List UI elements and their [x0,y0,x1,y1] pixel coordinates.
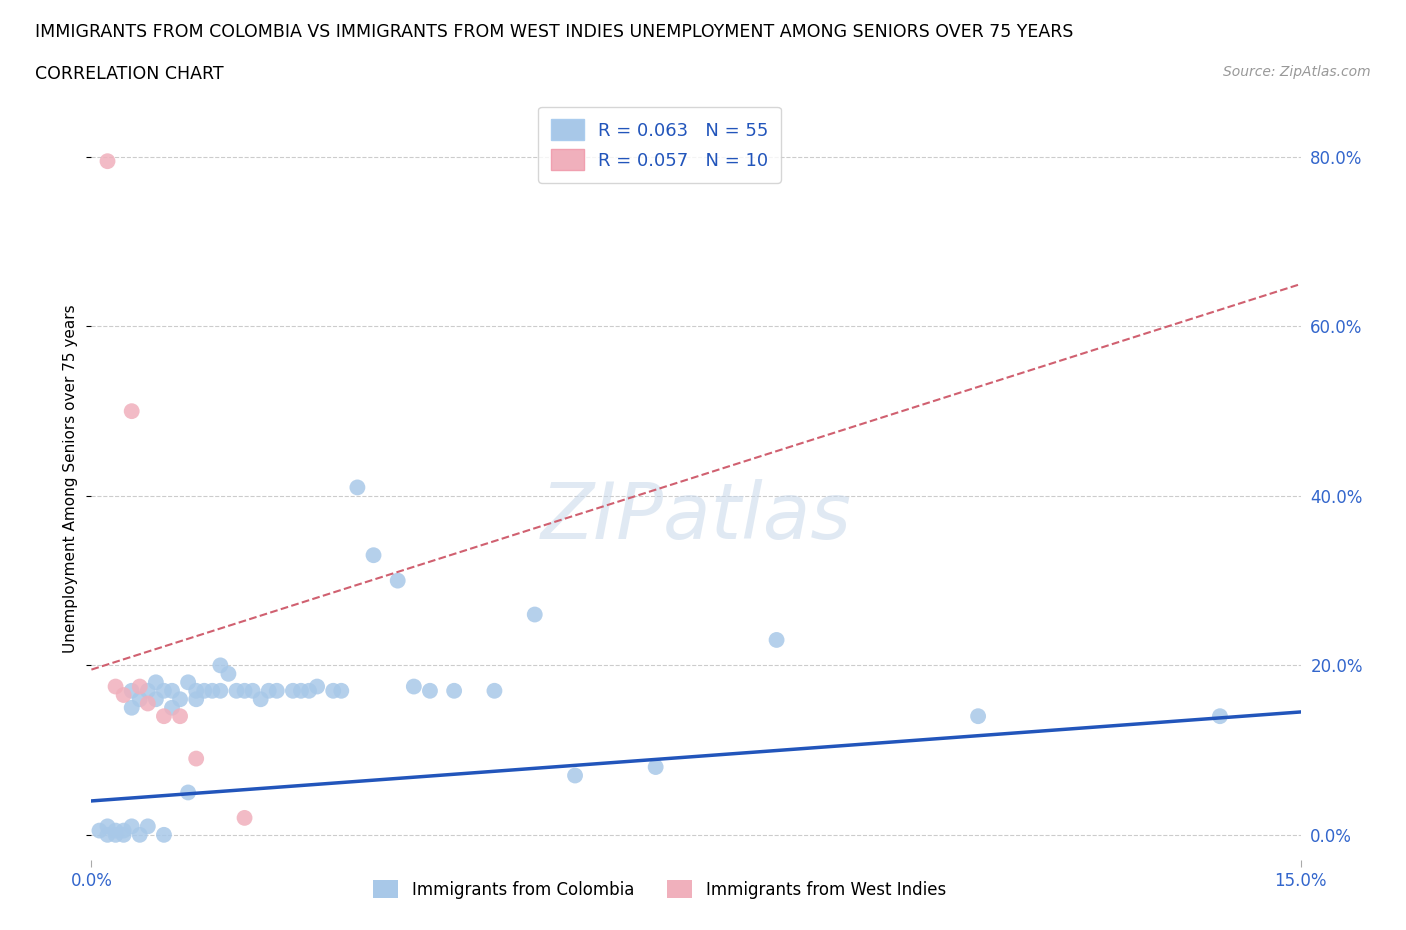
Point [644,760,666,775]
Legend: Immigrants from Colombia, Immigrants from West Indies: Immigrants from Colombia, Immigrants fro… [367,874,953,905]
Point [257,684,280,698]
Point [128,692,150,707]
Point [104,823,127,838]
Point [443,684,465,698]
Point [217,667,239,682]
Point [233,684,256,698]
Point [266,684,288,698]
Point [307,679,329,694]
Text: CORRELATION CHART: CORRELATION CHART [35,65,224,83]
Y-axis label: Unemployment Among Seniors over 75 years: Unemployment Among Seniors over 75 years [63,305,79,653]
Point [160,684,183,698]
Point [564,768,586,783]
Point [201,684,224,698]
Point [128,828,150,843]
Point [153,709,176,724]
Point [136,819,159,834]
Point [153,684,176,698]
Point [153,828,176,843]
Point [225,684,247,698]
Point [209,684,232,698]
Point [523,607,546,622]
Point [121,684,143,698]
Point [145,675,167,690]
Point [281,684,304,698]
Point [96,828,118,843]
Point [419,684,441,698]
Point [193,684,215,698]
Point [322,684,344,698]
Point [145,692,167,707]
Point [89,823,111,838]
Point [233,810,256,825]
Point [177,785,200,800]
Point [298,684,321,698]
Point [121,404,143,418]
Point [249,692,271,707]
Text: IMMIGRANTS FROM COLOMBIA VS IMMIGRANTS FROM WEST INDIES UNEMPLOYMENT AMONG SENIO: IMMIGRANTS FROM COLOMBIA VS IMMIGRANTS F… [35,23,1074,41]
Point [290,684,312,698]
Point [967,709,990,724]
Point [363,548,385,563]
Point [484,684,506,698]
Point [121,819,143,834]
Point [104,828,127,843]
Point [1209,709,1232,724]
Point [104,679,127,694]
Point [402,679,425,694]
Point [136,684,159,698]
Point [330,684,353,698]
Point [96,153,118,168]
Point [169,709,191,724]
Point [112,823,135,838]
Point [96,819,118,834]
Point [136,696,159,711]
Text: ZIPatlas: ZIPatlas [540,479,852,555]
Point [169,692,191,707]
Point [186,684,208,698]
Point [242,684,264,698]
Point [160,700,183,715]
Text: Source: ZipAtlas.com: Source: ZipAtlas.com [1223,65,1371,79]
Point [209,658,232,672]
Point [128,679,150,694]
Point [112,687,135,702]
Point [177,675,200,690]
Point [346,480,368,495]
Point [121,700,143,715]
Point [112,828,135,843]
Point [186,692,208,707]
Point [765,632,787,647]
Point [387,573,409,588]
Point [186,751,208,766]
